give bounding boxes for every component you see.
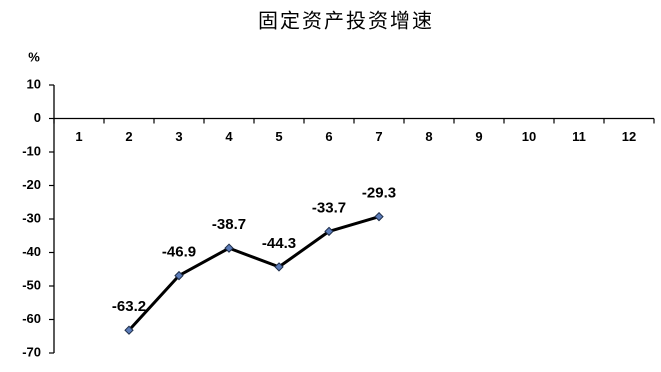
y-tick-label: -10 <box>22 143 41 158</box>
data-label: -46.9 <box>162 244 196 261</box>
x-tick-label: 2 <box>125 129 132 144</box>
x-tick-label: 4 <box>225 129 233 144</box>
x-tick-label: 11 <box>572 129 586 144</box>
y-tick-label: -50 <box>22 277 41 292</box>
chart-title: 固定资产投资增速 <box>258 9 434 33</box>
x-tick-label: 1 <box>75 129 82 144</box>
data-point <box>374 211 384 222</box>
data-point <box>124 325 134 335</box>
data-label: -44.3 <box>262 235 296 252</box>
data-point <box>224 243 234 253</box>
x-tick-label: 6 <box>325 129 332 144</box>
axes: 100-10-20-30-40-50-60-701 2 3 4 5 6 7 8 9 10 11 12 <box>22 76 655 359</box>
y-tick-label: -60 <box>22 311 41 326</box>
data-point <box>174 270 184 281</box>
x-tick-label: 9 <box>475 129 482 144</box>
x-tick-label: 3 <box>175 129 182 144</box>
x-tick-label: 5 <box>275 129 282 144</box>
x-tick-label: 12 <box>622 129 636 144</box>
y-tick-label: 0 <box>34 110 41 125</box>
data-label: -29.3 <box>362 185 396 202</box>
x-tick-label: 8 <box>425 129 432 144</box>
x-tick-label: 10 <box>522 129 536 144</box>
y-tick-label: -40 <box>22 244 41 259</box>
x-tick-label: 7 <box>375 129 382 144</box>
data-point <box>324 226 334 237</box>
data-label: -33.7 <box>312 199 346 216</box>
y-tick-label: 10 <box>27 76 41 91</box>
series-marks: -63.2 -46.9 -38.7 -44.3 -33.7 -29.3 <box>112 185 396 335</box>
y-tick-label: -30 <box>22 210 41 225</box>
series-line <box>127 215 381 332</box>
y-axis-unit: % <box>28 49 40 64</box>
data-point <box>274 262 284 272</box>
y-tick-label: -20 <box>22 177 41 192</box>
data-label: -63.2 <box>112 298 146 315</box>
y-tick-label: -70 <box>22 344 41 359</box>
data-label: -38.7 <box>212 216 246 233</box>
